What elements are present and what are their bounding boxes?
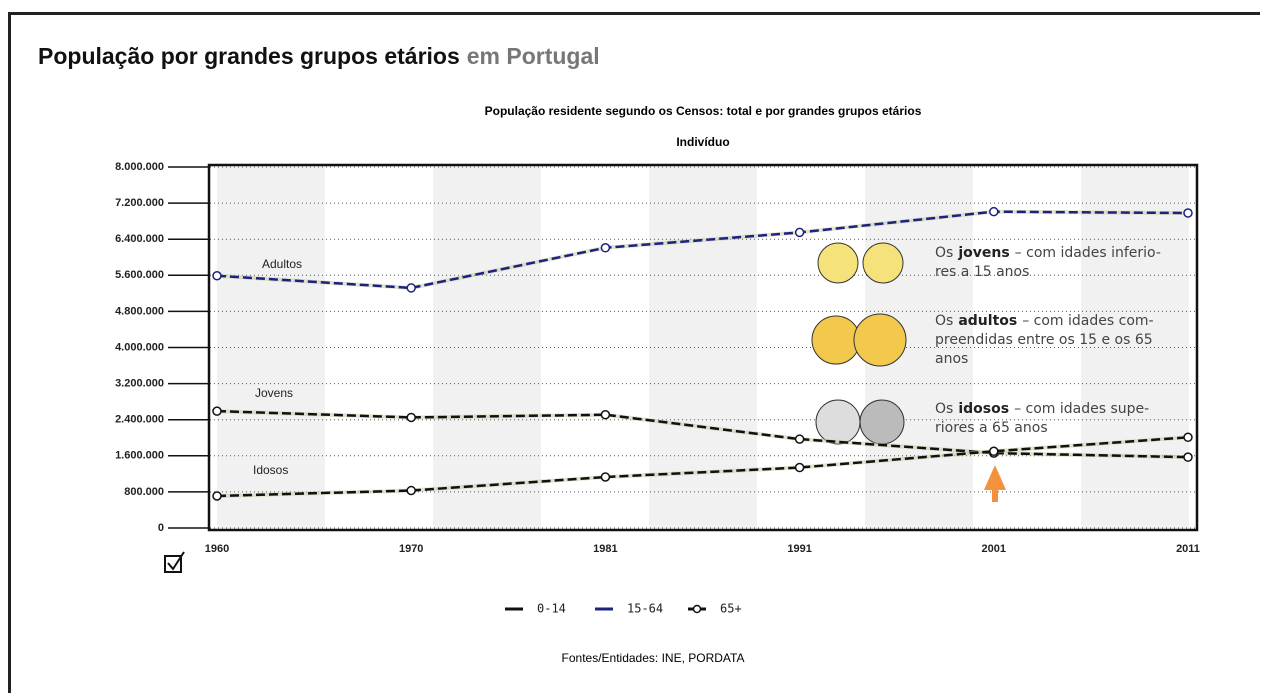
y-tick-label: 0 [158,522,164,534]
x-tick-label: 1970 [399,543,423,555]
annotation: Idosos [253,463,288,477]
note: preendidas entre os 15 e os 65 [935,332,1153,348]
title-suffix: em Portugal [467,43,600,69]
y-tick-label: 5.600.000 [115,269,164,281]
source: Fontes/Entidades: INE, PORDATA [562,651,745,665]
data-point [407,413,415,421]
note: Os idosos – com idades supe- [935,401,1149,417]
page-title: População por grandes grupos etários em P… [38,43,600,69]
legend-marker [694,606,701,613]
data-point [990,208,998,216]
data-point [796,435,804,443]
note: riores a 65 anos [935,420,1048,436]
note: res a 15 anos [935,264,1029,280]
legend-label: 15-64 [627,602,663,616]
face-icons [812,243,906,444]
data-point [601,411,609,419]
note-lead: Os [935,313,953,329]
data-point [213,492,221,500]
data-point [1184,453,1192,461]
y-tick-label: 4.000.000 [115,341,164,353]
data-point [1184,433,1192,441]
annotation: Adultos [262,257,302,271]
data-point [1184,209,1192,217]
chart-title: População residente segundo os Censos: t… [485,104,922,118]
window-edge [8,12,1260,15]
note: Os adultos – com idades com- [935,313,1154,329]
window-edge [8,14,11,693]
y-tick-label: 6.400.000 [115,233,164,245]
note-text: – com idades com- [1022,313,1153,329]
y-tick-label: 800.000 [124,486,164,498]
x-tick-label: 1981 [593,543,617,555]
x-tick-label: 2011 [1176,543,1200,555]
note-lead: Os [935,245,953,261]
chart-subtitle: Indivíduo [676,135,729,149]
y-tick-label: 2.400.000 [115,414,164,426]
annotation: Jovens [255,386,293,400]
legend-label: 0-14 [537,602,566,616]
data-point [796,228,804,236]
data-point [601,473,609,481]
x-tick-label: 2001 [982,543,1006,555]
data-point [796,464,804,472]
data-point [213,407,221,415]
x-tick-label: 1991 [787,543,811,555]
checkbox-icon[interactable] [165,552,184,572]
y-tick-label: 1.600.000 [115,450,164,462]
page: População por grandes grupos etários em P… [0,0,1280,693]
note: anos [935,351,968,367]
note-text: – com idades supe- [1014,401,1149,417]
y-tick-label: 3.200.000 [115,378,164,390]
data-point [407,487,415,495]
legend-label: 65+ [720,602,742,616]
y-tick-label: 7.200.000 [115,197,164,209]
note-lead: Os [935,401,953,417]
data-point [213,272,221,280]
chart: População por grandes grupos etários em P… [0,0,1280,693]
y-tick-label: 8.000.000 [115,161,164,173]
data-point [990,447,998,455]
x-tick-label: 1960 [205,543,229,555]
y-tick-label: 4.800.000 [115,305,164,317]
highlight-arrow [987,470,1003,500]
note-bold: idosos [958,401,1009,417]
title-main: População por grandes grupos etários [38,43,460,69]
note-text: – com idades inferio- [1015,245,1161,261]
note-bold: adultos [958,313,1017,329]
data-point [407,284,415,292]
data-point [601,244,609,252]
note-bold: jovens [957,245,1009,261]
